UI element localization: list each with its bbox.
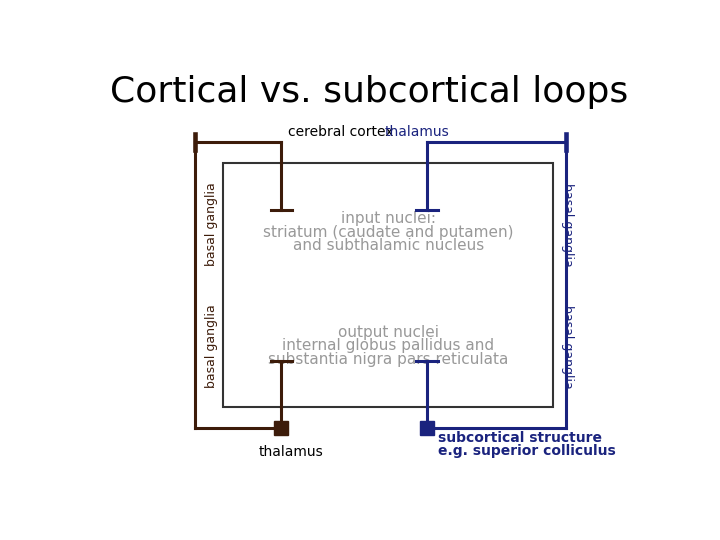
Bar (223, 164, 554, 408)
Text: input nuclei:: input nuclei: (341, 211, 436, 226)
Text: striatum (caudate and putamen): striatum (caudate and putamen) (263, 225, 513, 240)
Text: output nuclei: output nuclei (338, 325, 439, 340)
Text: basal ganglia: basal ganglia (205, 305, 218, 388)
Text: internal globus pallidus and: internal globus pallidus and (282, 338, 495, 353)
Text: basal ganglia: basal ganglia (561, 305, 574, 388)
Bar (274, 421, 289, 435)
Text: and subthalamic nucleus: and subthalamic nucleus (293, 239, 484, 253)
Text: basal ganglia: basal ganglia (561, 183, 574, 266)
Text: thalamus: thalamus (384, 125, 449, 139)
Text: substantia nigra pars reticulata: substantia nigra pars reticulata (268, 352, 508, 367)
Text: thalamus: thalamus (258, 445, 323, 459)
Text: e.g. superior colliculus: e.g. superior colliculus (438, 444, 616, 457)
Text: Cortical vs. subcortical loops: Cortical vs. subcortical loops (110, 75, 628, 109)
Bar (420, 421, 434, 435)
Text: cerebral cortex: cerebral cortex (287, 125, 393, 139)
Text: subcortical structure: subcortical structure (438, 431, 602, 446)
Text: basal ganglia: basal ganglia (205, 183, 218, 266)
